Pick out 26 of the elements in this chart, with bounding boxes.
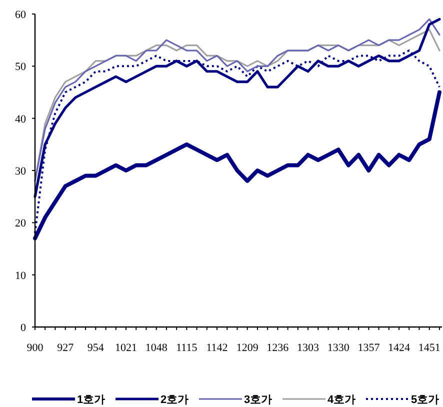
y-tick-label: 50 bbox=[15, 61, 26, 74]
y-tick-label: 0 bbox=[20, 322, 26, 334]
legend-label: 5호가 bbox=[411, 394, 440, 406]
x-tick-label: 900 bbox=[26, 342, 44, 354]
x-tick-label: 1303 bbox=[297, 342, 320, 354]
y-tick-label: 30 bbox=[15, 166, 26, 178]
x-tick-label: 1115 bbox=[176, 342, 198, 354]
y-tick-label: 20 bbox=[15, 218, 26, 230]
legend-label: 2호가 bbox=[160, 394, 189, 406]
x-tick-label: 1209 bbox=[236, 342, 259, 354]
legend-label: 4호가 bbox=[328, 394, 356, 406]
legend-label: 1호가 bbox=[77, 394, 106, 406]
y-tick-label: 10 bbox=[15, 270, 26, 282]
legend-label: 3호가 bbox=[244, 394, 272, 406]
y-tick-label: 40 bbox=[15, 113, 26, 126]
x-tick-label: 1236 bbox=[266, 342, 290, 354]
x-tick-label: 954 bbox=[87, 342, 104, 354]
x-tick-label: 1451 bbox=[418, 342, 440, 354]
x-tick-label: 1048 bbox=[145, 342, 168, 354]
x-tick-label: 1424 bbox=[388, 342, 411, 354]
x-tick-label: 1021 bbox=[115, 342, 138, 354]
y-tick-label: 60 bbox=[15, 9, 26, 21]
x-tick-label: 1357 bbox=[358, 342, 380, 354]
x-tick-label: 1142 bbox=[206, 342, 228, 354]
x-tick-label: 1330 bbox=[327, 342, 350, 354]
x-tick-label: 927 bbox=[57, 342, 74, 354]
